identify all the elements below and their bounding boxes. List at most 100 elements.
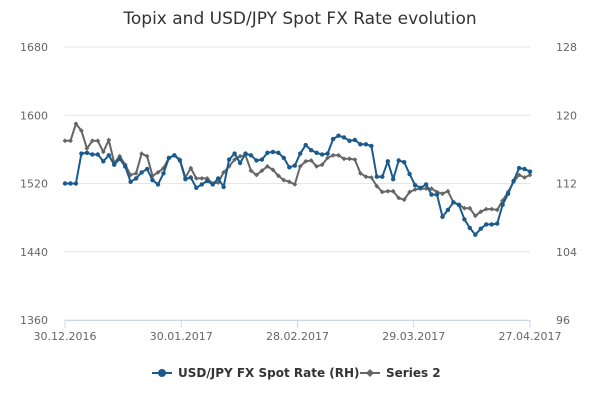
data-point[interactable] (133, 176, 139, 181)
data-point[interactable] (341, 135, 347, 140)
data-point[interactable] (347, 156, 352, 162)
data-point[interactable] (347, 138, 352, 143)
data-point[interactable] (95, 152, 101, 157)
data-point[interactable] (511, 178, 516, 184)
data-point[interactable] (128, 179, 133, 184)
data-point[interactable] (445, 188, 451, 194)
data-point[interactable] (522, 166, 527, 172)
data-point[interactable] (237, 160, 243, 166)
data-point[interactable] (472, 213, 478, 219)
data-point[interactable] (193, 176, 199, 181)
data-point[interactable] (467, 225, 472, 231)
data-point[interactable] (309, 148, 314, 153)
data-point[interactable] (363, 174, 369, 180)
data-point[interactable] (106, 137, 112, 143)
data-point[interactable] (166, 155, 172, 161)
data-point[interactable] (429, 186, 434, 191)
data-point[interactable] (402, 160, 407, 165)
data-point[interactable] (467, 205, 473, 211)
data-point[interactable] (265, 164, 270, 169)
data-point[interactable] (90, 152, 95, 157)
data-point[interactable] (248, 153, 254, 158)
data-point[interactable] (155, 170, 161, 175)
data-point[interactable] (527, 169, 533, 174)
data-point[interactable] (287, 165, 292, 170)
data-point[interactable] (155, 182, 161, 187)
data-point[interactable] (292, 182, 298, 187)
data-point[interactable] (429, 192, 434, 197)
data-point[interactable] (489, 206, 495, 212)
data-point[interactable] (259, 168, 265, 174)
data-point[interactable] (303, 142, 308, 148)
data-point[interactable] (79, 151, 84, 156)
data-point[interactable] (341, 156, 347, 162)
data-point[interactable] (297, 164, 303, 169)
data-point[interactable] (117, 156, 122, 161)
data-point[interactable] (248, 168, 254, 174)
data-point[interactable] (483, 206, 489, 212)
data-point[interactable] (117, 153, 123, 159)
data-point[interactable] (298, 151, 303, 156)
data-point[interactable] (188, 165, 194, 171)
data-point[interactable] (527, 172, 533, 178)
data-point[interactable] (451, 200, 456, 205)
data-point[interactable] (390, 188, 396, 194)
data-point[interactable] (314, 150, 319, 155)
data-point[interactable] (139, 151, 144, 156)
data-point[interactable] (144, 166, 150, 172)
data-point[interactable] (500, 202, 505, 207)
data-point[interactable] (336, 133, 341, 138)
data-point[interactable] (226, 164, 232, 169)
data-point[interactable] (106, 153, 112, 158)
data-point[interactable] (462, 205, 467, 211)
data-point[interactable] (456, 202, 462, 207)
data-point[interactable] (385, 159, 390, 164)
data-point[interactable] (84, 150, 90, 155)
data-point[interactable] (62, 138, 68, 144)
data-point[interactable] (374, 174, 379, 179)
data-point[interactable] (440, 191, 445, 197)
data-point[interactable] (396, 195, 402, 201)
data-point[interactable] (216, 176, 221, 181)
data-point[interactable] (161, 171, 166, 176)
data-point[interactable] (319, 162, 325, 168)
data-point[interactable] (188, 175, 193, 180)
data-point[interactable] (221, 170, 226, 175)
data-point[interactable] (254, 158, 259, 163)
data-point[interactable] (434, 189, 440, 195)
data-point[interactable] (286, 179, 292, 185)
legend-item-series-2[interactable]: Series 2 (360, 366, 441, 380)
data-point[interactable] (478, 209, 484, 215)
data-point[interactable] (522, 175, 527, 180)
data-point[interactable] (292, 163, 297, 168)
data-point[interactable] (369, 175, 374, 180)
data-point[interactable] (254, 172, 259, 178)
data-point[interactable] (369, 143, 374, 149)
data-point[interactable] (308, 158, 314, 163)
data-point[interactable] (374, 183, 380, 189)
data-point[interactable] (336, 152, 341, 158)
data-point[interactable] (144, 153, 150, 159)
data-point[interactable] (232, 151, 237, 156)
data-point[interactable] (73, 121, 79, 127)
data-point[interactable] (423, 182, 429, 187)
data-point[interactable] (79, 128, 84, 133)
data-point[interactable] (391, 177, 396, 182)
data-point[interactable] (396, 158, 401, 163)
data-point[interactable] (133, 170, 139, 176)
data-point[interactable] (473, 232, 478, 237)
data-point[interactable] (128, 172, 133, 178)
data-point[interactable] (494, 207, 500, 213)
data-point[interactable] (101, 159, 106, 164)
data-point[interactable] (199, 182, 204, 187)
data-point[interactable] (401, 197, 407, 203)
data-point[interactable] (407, 189, 412, 195)
data-point[interactable] (221, 184, 226, 190)
data-point[interactable] (478, 226, 483, 231)
data-point[interactable] (330, 152, 336, 158)
data-point[interactable] (226, 157, 232, 162)
data-point[interactable] (314, 164, 319, 169)
data-point[interactable] (210, 182, 215, 187)
data-point[interactable] (270, 149, 276, 155)
data-point[interactable] (358, 142, 363, 147)
